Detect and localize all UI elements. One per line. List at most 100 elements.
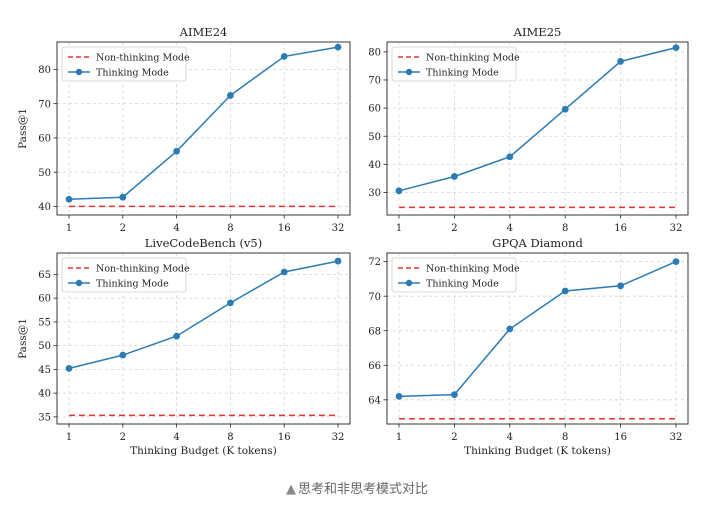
legend: Non-thinking Mode Thinking Mode [391,46,520,82]
x-tick-label: 2 [120,223,126,234]
triangle-icon: ▲ [285,482,296,497]
plot-frame [56,252,351,425]
legend-label: Non-thinking Mode [426,53,520,64]
y-tick-label: 66 [368,361,381,372]
y-tick-label: 72 [368,257,381,268]
data-point [119,351,127,359]
caption-text: 思考和非思考模式对比 [297,482,428,497]
y-axis-label: Pass@1 [17,318,29,359]
legend-swatch-marker [405,279,413,287]
x-tick-label: 8 [227,432,233,443]
y-tick-label: 80 [368,47,381,58]
x-axis-label: Thinking Budget (K tokens) [130,445,277,457]
legend: Non-thinking Mode Thinking Mode [391,257,520,293]
legend-label: Non-thinking Mode [96,264,190,275]
data-point [451,173,458,180]
data-point [280,52,288,60]
data-point [227,92,234,99]
plot-frame [386,252,689,425]
x-tick-label: 32 [670,432,683,443]
data-point [227,299,234,307]
data-point [506,325,514,333]
data-point [173,147,181,155]
x-tick-label: 16 [614,223,627,234]
data-point [395,187,403,195]
chart-panel-3: 1 2 4 8 16 32 35 40 45 50 55 60 65 LiveCodeBench (v5)… [17,236,351,457]
x-tick-label: 16 [278,432,291,443]
legend: Non-thinking Mode Thinking Mode [61,257,190,293]
x-tick-label: 2 [451,432,457,443]
legend-swatch-marker [405,68,413,76]
y-tick-label: 64 [368,395,381,406]
chart-title: AIME24 [179,25,228,39]
data-point [672,258,680,266]
x-tick-label: 2 [451,223,457,234]
chart-title: GPQA Diamond [492,236,583,250]
y-tick-label: 70 [38,99,51,110]
legend-label: Thinking Mode [96,68,169,79]
x-tick-label: 32 [670,223,683,234]
x-tick-label: 32 [332,432,345,443]
x-tick-label: 16 [614,432,627,443]
series-line-thinking [398,260,677,398]
data-point [672,44,680,52]
x-tick-label: 1 [66,432,72,443]
y-tick-label: 70 [368,76,381,87]
data-point [617,58,624,65]
y-tick-label: 40 [38,389,51,400]
y-tick-label: 50 [368,132,381,143]
data-point [119,193,127,201]
data-point [617,282,624,290]
x-tick-label: 1 [66,223,72,234]
legend-swatch-marker [75,279,83,287]
y-tick-label: 70 [368,292,381,303]
series-line-thinking [68,46,339,200]
y-tick-label: 50 [38,168,51,179]
y-tick-label: 60 [368,104,381,115]
x-tick-label: 8 [227,223,233,234]
x-tick-label: 4 [173,223,179,234]
x-tick-label: 8 [562,223,568,234]
chart-title: AIME25 [513,25,562,39]
x-tick-label: 1 [396,432,402,443]
y-tick-label: 68 [368,326,381,337]
series-line-thinking [398,46,677,192]
y-tick-label: 65 [38,270,51,281]
data-point [65,195,73,203]
legend-swatch-marker [75,68,83,76]
legend-label: Thinking Mode [96,279,169,290]
x-tick-label: 1 [396,223,402,234]
data-point [561,287,569,295]
data-point [561,105,569,113]
legend: Non-thinking Mode Thinking Mode [61,46,190,82]
y-tick-label: 45 [38,365,51,376]
figure: 1 2 4 8 16 32 40 50 60 70 80 AIME24 Pass@1 Non-thinki… [17,25,689,457]
chart-panel-2: 1 2 4 8 16 32 30 40 50 60 70 80 AIME25 Non-thinking M… [368,25,689,234]
y-tick-label: 30 [368,188,381,199]
plot-frame [386,41,689,216]
series-line-thinking [68,260,339,370]
plot-frame [56,41,351,216]
chart-panel-1: 1 2 4 8 16 32 40 50 60 70 80 AIME24 Pass@1 Non-thinki… [17,25,351,234]
y-tick-label: 60 [38,134,51,145]
y-axis-label: Pass@1 [17,108,29,149]
legend-box [391,257,517,293]
legend-box [61,46,187,82]
legend-label: Non-thinking Mode [426,264,520,275]
data-point [506,153,514,161]
figure-caption: ▲ 思考和非思考模式对比 [0,478,714,497]
legend-label: Thinking Mode [426,279,499,290]
data-point [173,332,181,340]
x-tick-label: 4 [173,432,179,443]
data-point [65,365,73,372]
data-point [334,43,342,51]
x-tick-label: 16 [278,223,291,234]
y-tick-label: 40 [38,202,51,213]
y-tick-label: 80 [38,65,51,76]
x-tick-label: 32 [332,223,345,234]
y-tick-label: 55 [38,317,51,328]
chart-panel-4: 1 2 4 8 16 32 64 66 68 70 72 GPQA Diamond Thinking B… [368,236,689,457]
data-point [334,257,342,265]
x-tick-label: 8 [562,432,568,443]
y-tick-label: 40 [368,160,381,171]
